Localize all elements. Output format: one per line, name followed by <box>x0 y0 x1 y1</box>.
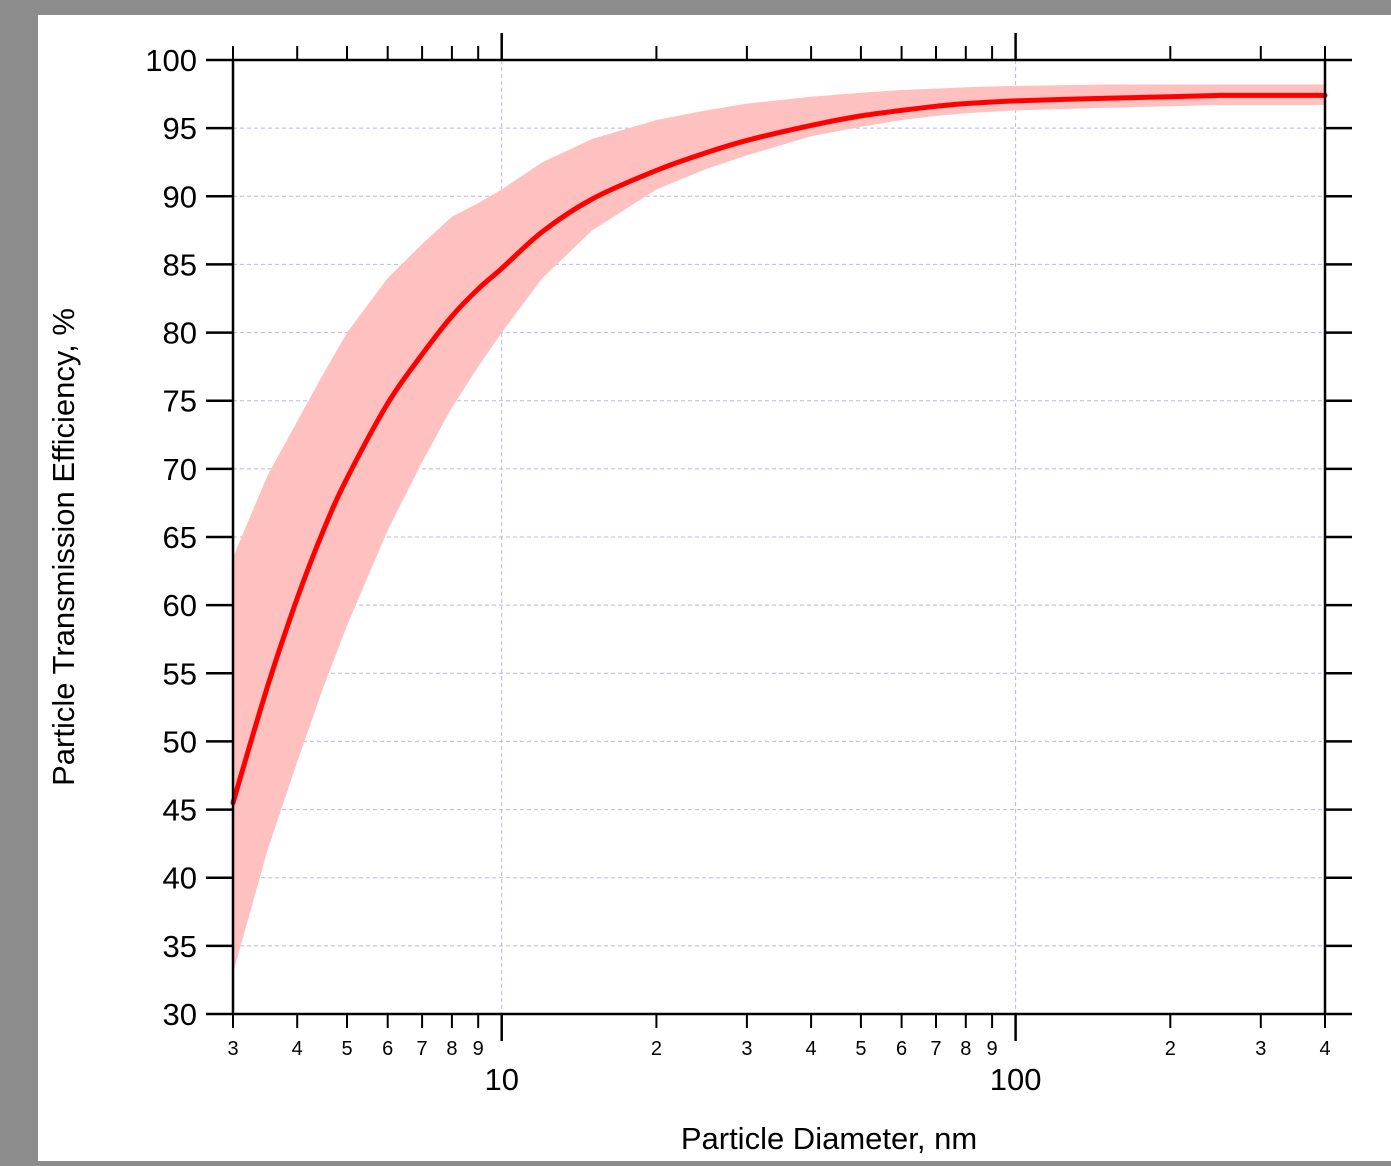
x-minor-tick-label: 7 <box>930 1038 941 1060</box>
x-axis-title: Particle Diameter, nm <box>681 1121 977 1156</box>
y-tick-label: 80 <box>163 316 197 351</box>
y-tick-label: 45 <box>163 793 197 828</box>
y-axis-title: Particle Transmission Efficiency, % <box>46 308 81 786</box>
axes <box>206 33 1352 1041</box>
x-minor-tick-label: 9 <box>987 1038 998 1060</box>
x-minor-tick-label: 4 <box>806 1038 817 1060</box>
x-minor-tick-label: 9 <box>473 1038 484 1060</box>
y-tick-label: 35 <box>163 929 197 964</box>
x-major-tick-label: 100 <box>990 1062 1042 1097</box>
x-minor-tick-label: 4 <box>292 1038 303 1060</box>
x-minor-tick-label: 8 <box>446 1038 457 1060</box>
chart-figure: 30 35 40 45 50 55 60 65 70 75 80 85 90 95 100 10 100 3 4 5 6… <box>38 15 1391 1161</box>
x-major-tick-label: 10 <box>484 1062 518 1097</box>
x-minor-tick-label: 7 <box>417 1038 428 1060</box>
uncertainty-band-layer <box>233 84 1325 974</box>
y-tick-label: 55 <box>163 656 197 691</box>
y-tick-label: 40 <box>163 861 197 896</box>
y-tick-label: 75 <box>163 384 197 419</box>
x-minor-tick-label: 6 <box>896 1038 907 1060</box>
series-line-layer <box>230 92 1328 806</box>
series-line <box>230 92 1328 806</box>
x-minor-tick-label: 2 <box>651 1038 662 1060</box>
y-tick-label: 65 <box>163 520 197 555</box>
y-tick-label: 95 <box>163 111 197 146</box>
y-tick-label: 100 <box>145 43 197 78</box>
x-minor-tick-label: 2 <box>1165 1038 1176 1060</box>
y-tick-label: 30 <box>163 997 197 1032</box>
x-minor-tick-label: 8 <box>960 1038 971 1060</box>
grid-lines <box>233 60 1325 1014</box>
y-tick-label: 70 <box>163 452 197 487</box>
y-tick-label: 90 <box>163 179 197 214</box>
x-minor-tick-label: 4 <box>1319 1038 1330 1060</box>
x-minor-tick-label: 6 <box>382 1038 393 1060</box>
x-minor-tick-label: 3 <box>741 1038 752 1060</box>
y-tick-label: 50 <box>163 724 197 759</box>
x-minor-tick-label: 3 <box>227 1038 238 1060</box>
y-tick-label: 60 <box>163 588 197 623</box>
uncertainty-band <box>233 84 1325 974</box>
y-tick-label: 85 <box>163 247 197 282</box>
x-minor-tick-label: 5 <box>341 1038 352 1060</box>
x-minor-tick-label: 5 <box>855 1038 866 1060</box>
x-minor-tick-label: 3 <box>1255 1038 1266 1060</box>
